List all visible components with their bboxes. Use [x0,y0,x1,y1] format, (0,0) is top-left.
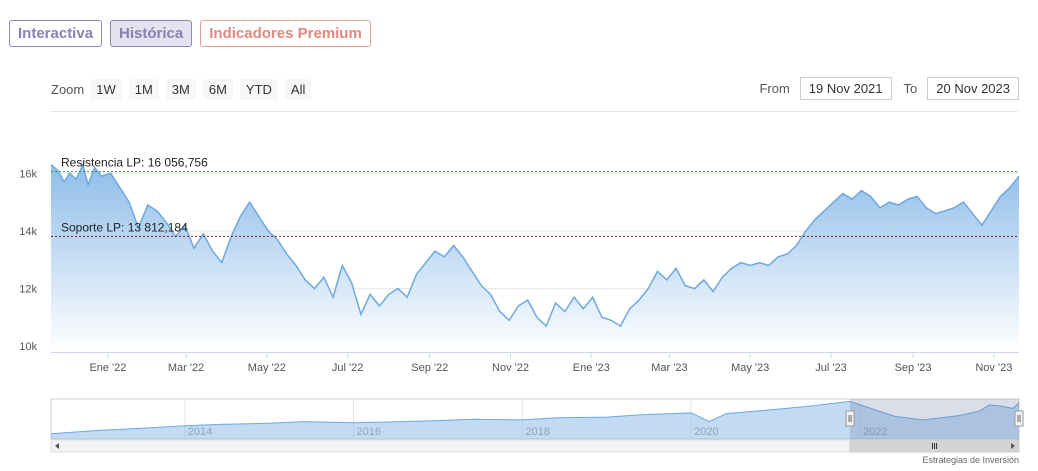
navigator-right-handle[interactable] [1014,410,1024,427]
y-tick-label: 10k [19,341,37,353]
y-tick-label: 16k [19,168,37,180]
from-date-input[interactable]: 19 Nov 2021 [799,77,892,100]
navigator: 20142016201820202022 [50,398,1024,453]
price-line [50,162,1020,328]
x-tick-label: Jul '22 [332,362,363,374]
credits[interactable]: Estrategias de Inversión [922,455,1019,465]
y-tick-label: 14k [19,226,37,238]
tab-interactiva[interactable]: Interactiva [9,20,103,47]
x-tick-label: Sep '22 [411,362,448,374]
x-tick-label: Mar '23 [651,362,687,374]
view-tabs: Interactiva Histórica Indicadores Premiu… [9,20,371,47]
y-tick-label: 12k [19,284,37,296]
x-tick-label: Nov '23 [975,362,1012,374]
zoom-1m-button[interactable]: 1M [128,79,159,100]
x-tick-label: Jul '23 [815,362,846,374]
toolbar-divider [50,111,1018,112]
support-label: Soporte LP: 13 812,184 [61,220,188,234]
handle-body [845,410,855,427]
zoom-all-button[interactable]: All [284,79,312,100]
x-tick-label: Ene '22 [89,362,126,374]
tab-historica[interactable]: Histórica [110,20,193,47]
range-selector-zoom: Zoom 1W 1M 3M 6M YTD All [51,79,318,100]
navigator-line [50,400,1020,435]
zoom-ytd-button[interactable]: YTD [239,79,278,100]
x-tick-label: Ene '23 [573,362,610,374]
handle-body [1014,410,1024,427]
navigator-left-handle[interactable] [845,410,855,427]
x-tick-label: May '22 [248,362,286,374]
zoom-3m-button[interactable]: 3M [165,79,196,100]
navigator-area [51,401,1019,439]
zoom-label: Zoom [51,82,85,97]
zoom-6m-button[interactable]: 6M [202,79,233,100]
scroll-left-arrow-icon [55,443,59,449]
date-range-inputs: From 19 Nov 2021 To 20 Nov 2023 [759,77,1019,100]
x-axis: Ene '22 Mar '22 May '22 Jul '22 Sep '22 Nov '… [51,352,1019,374]
plot-lines: Resistencia LP: 16 056,756 Soporte LP: 13… [51,156,1019,237]
navigator-scrollbar[interactable] [50,439,1020,453]
y-axis: 10k 12k 14k 16k [19,168,37,353]
from-label: From [759,81,790,96]
price-area [51,164,1019,352]
tab-indicadores-premium[interactable]: Indicadores Premium [200,20,371,47]
x-tick-label: Sep '23 [895,362,932,374]
scroll-right-arrow-icon [1011,443,1015,449]
zoom-1w-button[interactable]: 1W [90,79,122,100]
to-label: To [903,81,918,96]
to-date-input[interactable]: 20 Nov 2023 [927,77,1019,100]
x-tick-label: Nov '22 [492,362,529,374]
x-tick-label: Mar '22 [168,362,204,374]
navigator-selection [850,399,1019,439]
resistance-label: Resistencia LP: 16 056,756 [61,156,208,170]
x-tick-label: May '23 [731,362,769,374]
